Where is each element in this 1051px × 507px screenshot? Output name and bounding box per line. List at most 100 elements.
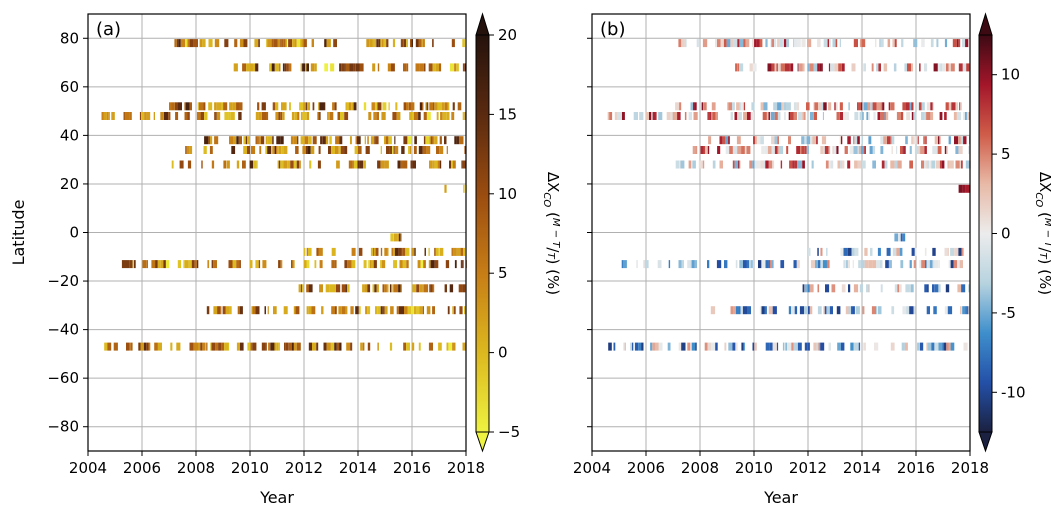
data-row: [233, 63, 466, 72]
data-cell: [754, 160, 758, 169]
data-cell: [728, 342, 733, 351]
data-cell: [764, 160, 766, 169]
data-cell: [749, 160, 753, 169]
data-cell: [349, 102, 352, 111]
data-cell: [436, 146, 440, 154]
data-cell: [823, 146, 825, 154]
data-cell: [942, 160, 945, 169]
data-cell: [411, 39, 413, 48]
data-cell: [419, 284, 423, 293]
data-cell: [909, 306, 914, 315]
data-cell: [144, 112, 147, 120]
data-cell: [801, 136, 805, 145]
data-cell: [312, 342, 317, 351]
data-cell: [705, 146, 708, 154]
data-cell: [728, 102, 732, 111]
data-cell: [377, 63, 380, 72]
data-cell: [351, 260, 356, 269]
data-cell: [367, 136, 369, 145]
data-cell: [418, 112, 421, 120]
data-cell: [308, 342, 313, 351]
data-cell: [836, 306, 841, 315]
data-cell: [347, 102, 349, 111]
data-cell: [872, 102, 877, 111]
data-cell: [839, 136, 842, 145]
data-cell: [960, 102, 962, 111]
data-cell: [414, 112, 419, 120]
data-cell: [439, 247, 444, 256]
data-cell: [312, 136, 317, 145]
data-cell: [813, 342, 817, 351]
data-cell: [931, 160, 936, 169]
data-cell: [859, 39, 862, 48]
data-cell: [890, 160, 895, 169]
data-cell: [765, 160, 769, 169]
data-row: [692, 146, 971, 154]
data-cell: [859, 284, 864, 293]
data-cell: [835, 39, 838, 48]
data-cell: [815, 260, 818, 269]
data-cell: [919, 63, 921, 72]
data-cell: [749, 260, 752, 269]
data-cell: [426, 102, 429, 111]
data-cell: [357, 160, 360, 169]
data-cell: [959, 160, 962, 169]
data-cell: [874, 342, 879, 351]
data-cell: [308, 146, 311, 154]
data-cell: [296, 160, 299, 169]
data-cell: [274, 342, 277, 351]
data-cell: [215, 342, 219, 351]
data-cell: [695, 342, 697, 351]
data-cell: [184, 112, 188, 120]
data-cell: [396, 306, 399, 315]
data-cell: [738, 160, 740, 169]
data-cell: [454, 63, 457, 72]
data-cell: [325, 284, 330, 293]
data-cell: [283, 160, 288, 169]
data-cell: [378, 39, 381, 48]
data-row: [802, 284, 970, 293]
data-cell: [171, 160, 174, 169]
data-cell: [774, 63, 777, 72]
data-cell: [867, 102, 871, 111]
data-cell: [278, 63, 281, 72]
data-cell: [644, 260, 649, 269]
data-cell: [798, 63, 800, 72]
data-cell: [440, 112, 443, 120]
data-cell: [391, 247, 393, 256]
data-cell: [921, 112, 925, 120]
data-cell: [146, 260, 148, 269]
data-cell: [200, 342, 203, 351]
data-cell: [918, 146, 921, 154]
data-cell: [735, 342, 738, 351]
data-cell: [421, 39, 423, 48]
data-cell: [211, 160, 215, 169]
data-cell: [927, 284, 929, 293]
data-cell: [772, 39, 774, 48]
data-cell: [921, 260, 925, 269]
data-cell: [426, 146, 430, 154]
colorbar-tick-label: 5: [1001, 145, 1011, 163]
data-cell: [196, 260, 199, 269]
data-cell: [777, 146, 779, 154]
data-cell: [407, 136, 412, 145]
data-cell: [793, 342, 798, 351]
data-row: [621, 260, 963, 269]
data-cell: [719, 136, 723, 145]
data-cell: [400, 284, 402, 293]
data-cell: [285, 342, 289, 351]
data-cell: [430, 260, 435, 269]
data-cell: [240, 342, 244, 351]
data-cell: [374, 247, 376, 256]
data-cell: [380, 247, 383, 256]
data-cell: [408, 102, 411, 111]
data-cell: [667, 342, 671, 351]
data-cell: [171, 102, 175, 111]
data-cell: [870, 247, 873, 256]
data-cell: [412, 160, 416, 169]
data-cell: [432, 284, 435, 293]
data-cell: [968, 306, 970, 315]
colorbar-tick-label: 10: [1001, 66, 1020, 84]
data-cell: [154, 342, 158, 351]
data-cell: [692, 146, 696, 154]
